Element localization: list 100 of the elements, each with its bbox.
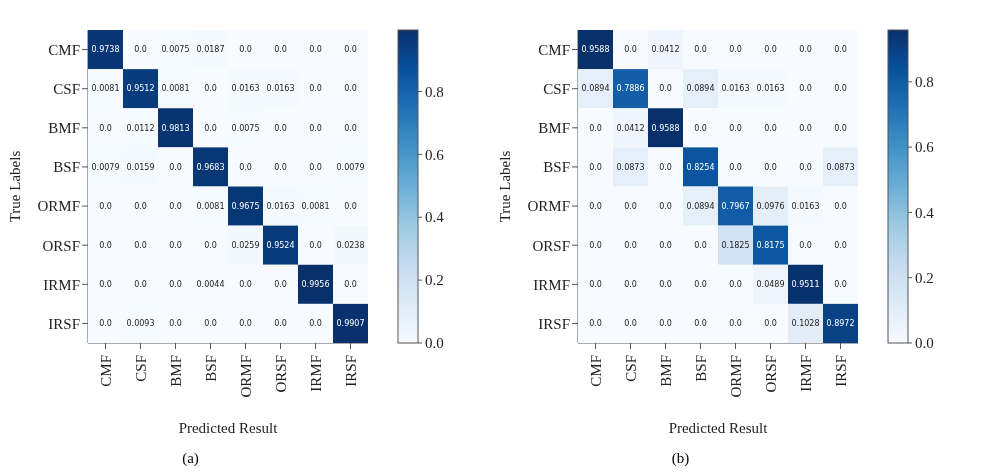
- data-label: 0.0: [309, 240, 322, 250]
- y-tick-label: CMF: [48, 41, 80, 58]
- data-label: 0.0: [834, 123, 847, 133]
- data-label: 0.0: [694, 123, 707, 133]
- data-label: 0.0: [694, 280, 707, 290]
- data-label: 0.0: [799, 240, 812, 250]
- data-label: 0.0081: [301, 201, 330, 211]
- y-tick-label: ORMF: [37, 198, 80, 215]
- y-tick-label: IRMF: [43, 276, 80, 293]
- data-label: 0.1825: [721, 240, 750, 250]
- data-label: 0.0: [169, 162, 182, 172]
- data-label: 0.0: [694, 45, 707, 55]
- data-label: 0.0: [799, 123, 812, 133]
- data-label: 0.0163: [266, 201, 295, 211]
- color-bar-label: 0.0: [915, 335, 934, 352]
- y-tick-label: CSF: [53, 81, 80, 98]
- color-bar-label: 0.8: [915, 74, 934, 91]
- data-label: 0.9907: [336, 319, 365, 329]
- data-label: 0.0: [659, 280, 672, 290]
- data-label: 0.0081: [196, 201, 225, 211]
- data-label: 0.0: [729, 319, 742, 329]
- data-label: 0.9588: [581, 45, 610, 55]
- data-label: 0.0: [309, 123, 322, 133]
- x-tick-label: IRMF: [797, 355, 814, 392]
- data-label: 0.0112: [126, 123, 155, 133]
- data-label: 0.0873: [826, 162, 855, 172]
- data-label: 0.8175: [756, 240, 785, 250]
- color-bar-label: 0.0: [425, 335, 444, 352]
- data-label: 0.0: [274, 280, 287, 290]
- data-label: 0.0: [134, 45, 147, 55]
- y-tick-label: CMF: [538, 41, 570, 58]
- data-label: 0.0: [204, 123, 217, 133]
- y-tick-label: IRMF: [533, 276, 570, 293]
- data-label: 0.0: [344, 123, 357, 133]
- data-label: 0.0: [204, 240, 217, 250]
- data-label: 0.9956: [301, 280, 330, 290]
- data-label: 0.0: [799, 45, 812, 55]
- data-label: 0.0: [659, 201, 672, 211]
- data-label: 0.0: [309, 162, 322, 172]
- color-bar-label: 0.8: [425, 83, 444, 100]
- data-label: 0.0: [204, 319, 217, 329]
- data-label: 0.0: [589, 240, 602, 250]
- data-label: 0.0976: [756, 201, 785, 211]
- data-label: 0.0187: [196, 45, 225, 55]
- data-label: 0.0: [239, 280, 252, 290]
- x-tick-label: CSF: [132, 355, 149, 382]
- data-label: 0.0: [169, 240, 182, 250]
- data-label: 0.0: [344, 280, 357, 290]
- data-label: 0.0873: [616, 162, 645, 172]
- data-label: 0.0: [134, 201, 147, 211]
- data-label: 0.0: [624, 280, 637, 290]
- data-label: 0.1028: [791, 319, 820, 329]
- data-label: 0.0: [274, 319, 287, 329]
- data-label: 0.0894: [581, 84, 610, 94]
- data-label: 0.8254: [686, 162, 715, 172]
- data-label: 0.0163: [266, 84, 295, 94]
- data-label: 0.0: [764, 162, 777, 172]
- data-label: 0.0159: [126, 162, 155, 172]
- data-label: 0.0489: [756, 280, 785, 290]
- data-label: 0.9813: [161, 123, 190, 133]
- data-label: 0.0: [239, 45, 252, 55]
- color-bar-label: 0.6: [425, 146, 445, 163]
- data-label: 0.0: [729, 123, 742, 133]
- data-label: 0.0: [589, 280, 602, 290]
- data-label: 0.0: [99, 319, 112, 329]
- data-label: 0.0: [134, 240, 147, 250]
- y-tick-label: ORSF: [532, 237, 570, 254]
- data-label: 0.0: [344, 45, 357, 55]
- data-label: 0.0: [834, 84, 847, 94]
- data-label: 0.0: [309, 84, 322, 94]
- data-label: 0.0: [729, 280, 742, 290]
- data-label: 0.0: [729, 45, 742, 55]
- data-label: 0.0: [694, 319, 707, 329]
- y-tick-label: BMF: [538, 120, 570, 137]
- x-tick-label: ORSF: [762, 355, 779, 393]
- data-label: 0.0163: [231, 84, 260, 94]
- data-label: 0.0: [239, 162, 252, 172]
- x-tick-label: ORSF: [272, 355, 289, 393]
- data-label: 0.0: [309, 45, 322, 55]
- data-label: 0.8972: [826, 319, 855, 329]
- y-tick-label: BMF: [48, 120, 80, 137]
- data-label: 0.0: [589, 201, 602, 211]
- data-label: 0.0259: [231, 240, 260, 250]
- data-label: 0.0: [624, 201, 637, 211]
- data-label: 0.0: [624, 319, 637, 329]
- data-label: 0.9511: [791, 280, 820, 290]
- data-label: 0.0: [99, 201, 112, 211]
- x-tick-label: CSF: [622, 355, 639, 382]
- data-label: 0.0: [99, 123, 112, 133]
- data-label: 0.0: [239, 319, 252, 329]
- x-tick-label: BSF: [202, 355, 219, 382]
- data-label: 0.0081: [91, 84, 120, 94]
- data-label: 0.0081: [161, 84, 190, 94]
- data-label: 0.9588: [651, 123, 680, 133]
- data-label: 0.0: [589, 123, 602, 133]
- data-label: 0.0412: [616, 123, 645, 133]
- data-label: 0.0: [134, 280, 147, 290]
- data-label: 0.0: [99, 280, 112, 290]
- x-tick-label: ORMF: [727, 355, 744, 398]
- color-bar-label: 0.6: [915, 139, 935, 156]
